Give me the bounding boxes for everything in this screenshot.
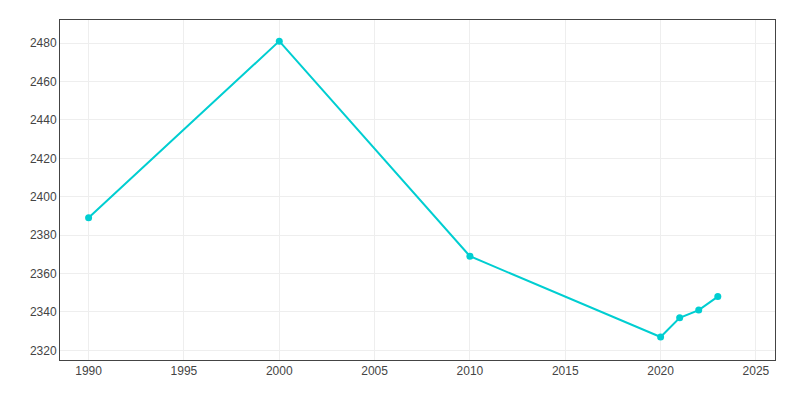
svg-text:2460: 2460 (30, 75, 57, 89)
svg-text:2480: 2480 (30, 36, 57, 50)
svg-text:2340: 2340 (30, 305, 57, 319)
svg-text:2400: 2400 (30, 190, 57, 204)
svg-text:2025: 2025 (743, 364, 770, 378)
svg-text:1995: 1995 (171, 364, 198, 378)
svg-text:2000: 2000 (266, 364, 293, 378)
svg-text:2020: 2020 (647, 364, 674, 378)
svg-text:2015: 2015 (552, 364, 579, 378)
svg-text:2440: 2440 (30, 113, 57, 127)
svg-text:2005: 2005 (361, 364, 388, 378)
svg-text:2320: 2320 (30, 344, 57, 358)
svg-text:1990: 1990 (75, 364, 102, 378)
svg-text:2010: 2010 (457, 364, 484, 378)
svg-text:2360: 2360 (30, 267, 57, 281)
svg-text:2380: 2380 (30, 228, 57, 242)
svg-text:2420: 2420 (30, 152, 57, 166)
